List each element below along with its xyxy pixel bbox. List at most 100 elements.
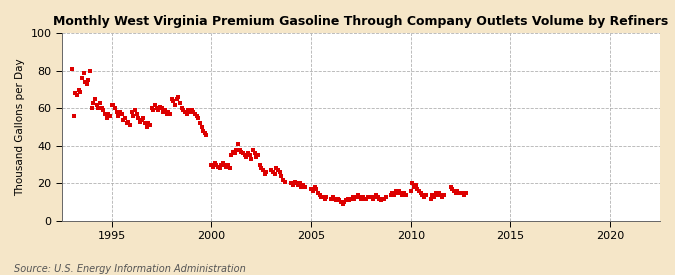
Point: [86, 106, 97, 111]
Point: [385, 192, 396, 197]
Point: [144, 123, 155, 128]
Point: [431, 191, 441, 195]
Point: [335, 200, 346, 204]
Point: [372, 194, 383, 199]
Point: [88, 101, 99, 105]
Point: [273, 168, 284, 172]
Point: [68, 114, 79, 118]
Point: [115, 110, 126, 114]
Point: [406, 189, 416, 193]
Point: [176, 106, 187, 111]
Point: [352, 192, 363, 197]
Point: [231, 147, 242, 152]
Point: [251, 155, 262, 160]
Point: [357, 194, 368, 199]
Point: [78, 71, 89, 75]
Point: [354, 194, 364, 199]
Point: [447, 187, 458, 191]
Point: [70, 91, 81, 96]
Point: [319, 196, 330, 201]
Point: [233, 142, 244, 146]
Point: [82, 82, 92, 86]
Point: [209, 161, 220, 165]
Point: [118, 117, 129, 122]
Point: [194, 121, 205, 126]
Point: [156, 106, 167, 111]
Point: [277, 178, 288, 182]
Point: [201, 133, 212, 137]
Point: [208, 164, 219, 169]
Point: [252, 153, 263, 158]
Point: [338, 202, 348, 206]
Point: [97, 106, 107, 111]
Point: [412, 187, 423, 191]
Point: [190, 112, 200, 116]
Point: [76, 76, 87, 81]
Point: [298, 183, 308, 188]
Point: [425, 196, 436, 201]
Point: [236, 149, 247, 154]
Point: [196, 125, 207, 129]
Point: [364, 194, 375, 199]
Point: [389, 192, 400, 197]
Point: [359, 196, 370, 201]
Point: [452, 189, 462, 193]
Point: [342, 196, 353, 201]
Point: [460, 191, 471, 195]
Point: [150, 103, 161, 107]
Point: [111, 110, 122, 114]
Point: [116, 112, 127, 116]
Point: [153, 108, 163, 112]
Point: [390, 189, 401, 193]
Point: [334, 198, 345, 203]
Point: [427, 192, 438, 197]
Point: [321, 194, 331, 199]
Point: [183, 108, 194, 112]
Point: [175, 101, 186, 105]
Point: [434, 191, 445, 195]
Point: [105, 114, 115, 118]
Point: [269, 172, 280, 176]
Point: [219, 163, 230, 167]
Point: [184, 110, 195, 114]
Point: [166, 97, 177, 101]
Point: [133, 116, 144, 120]
Point: [409, 185, 420, 189]
Point: [221, 164, 232, 169]
Point: [151, 106, 162, 111]
Point: [271, 166, 281, 171]
Point: [341, 198, 352, 203]
Point: [161, 112, 172, 116]
Point: [215, 166, 225, 171]
Point: [446, 185, 456, 189]
Point: [163, 110, 173, 114]
Point: [410, 183, 421, 188]
Point: [67, 67, 78, 71]
Point: [316, 194, 327, 199]
Point: [407, 181, 418, 186]
Point: [362, 194, 373, 199]
Point: [309, 185, 320, 189]
Point: [292, 183, 303, 188]
Point: [421, 192, 431, 197]
Point: [414, 189, 425, 193]
Point: [417, 192, 428, 197]
Point: [356, 196, 367, 201]
Point: [206, 163, 217, 167]
Point: [310, 187, 321, 191]
Point: [458, 192, 469, 197]
Point: [230, 151, 240, 156]
Point: [191, 114, 202, 118]
Point: [332, 196, 343, 201]
Y-axis label: Thousand Gallons per Day: Thousand Gallons per Day: [15, 58, 25, 196]
Point: [200, 131, 211, 135]
Point: [217, 161, 228, 165]
Point: [455, 191, 466, 195]
Point: [371, 192, 381, 197]
Point: [296, 185, 306, 189]
Point: [241, 155, 252, 160]
Point: [173, 95, 184, 99]
Point: [400, 192, 411, 197]
Point: [80, 80, 90, 84]
Point: [244, 153, 255, 158]
